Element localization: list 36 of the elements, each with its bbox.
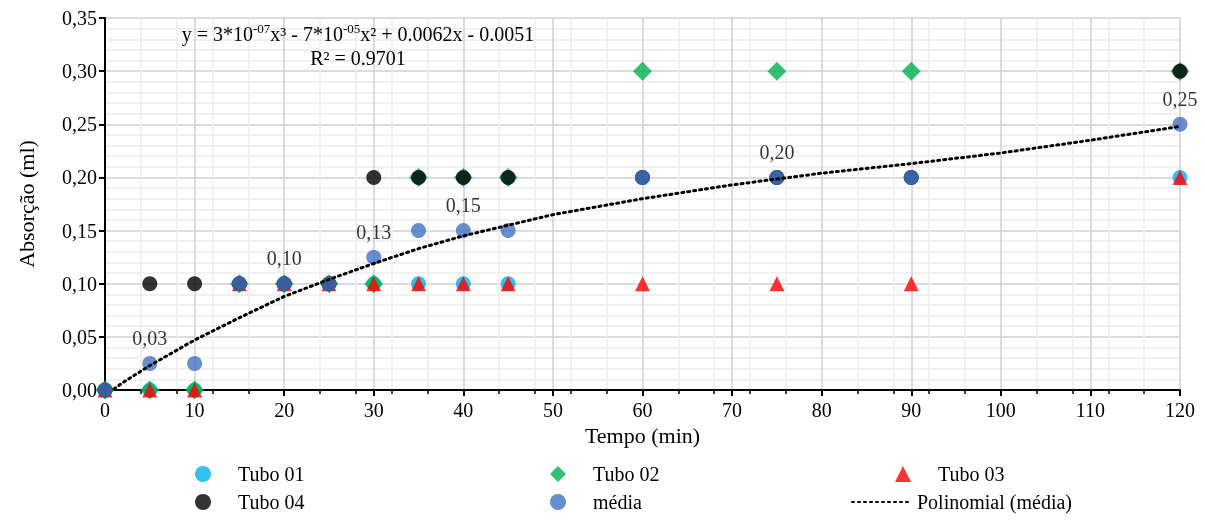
x-tick-label: 120	[1165, 399, 1195, 421]
x-tick-label: 100	[985, 399, 1016, 421]
annotation: R² = 0.9701	[310, 47, 406, 69]
legend-label: Tubo 04	[238, 491, 305, 513]
x-axis-title: Tempo (min)	[584, 423, 701, 449]
legend-label: Tubo 03	[938, 463, 1005, 485]
y-tick-label: 0,15	[62, 219, 97, 242]
x-tick-label: 20	[274, 399, 295, 421]
y-tick-label: 0,05	[62, 325, 97, 348]
y-tick-label: 0,00	[62, 379, 97, 401]
data-label: 0,15	[445, 194, 481, 217]
y-tick-label: 0,35	[62, 7, 97, 29]
x-tick-label: 70	[722, 399, 743, 421]
x-tick-label: 40	[453, 399, 474, 421]
x-tick-label: 10	[184, 399, 205, 421]
data-label: 0,10	[266, 247, 302, 270]
x-tick-label: 30	[363, 399, 384, 421]
y-tick-label: 0,25	[62, 113, 97, 136]
x-tick-label: 60	[632, 399, 653, 421]
data-label: 0,03	[132, 326, 168, 349]
x-tick-label: 80	[811, 399, 832, 421]
y-tick-label: 0,20	[62, 166, 97, 189]
x-tick-label: 0	[100, 399, 110, 421]
legend-label: Polinomial (média)	[917, 491, 1072, 514]
legend-label: média	[593, 491, 642, 513]
y-tick-label: 0,10	[62, 272, 97, 295]
legend-label: Tubo 01	[238, 463, 305, 485]
data-label: 0,25	[1162, 87, 1198, 110]
x-tick-label: 110	[1075, 399, 1106, 421]
data-label: 0,20	[759, 140, 795, 163]
legend-label: Tubo 02	[593, 463, 660, 485]
y-tick-label: 0,30	[62, 60, 97, 83]
y-axis-title: Absorção (ml)	[13, 140, 39, 268]
x-tick-label: 50	[542, 399, 563, 421]
data-label: 0,13	[356, 220, 392, 243]
x-tick-label: 90	[901, 399, 922, 421]
